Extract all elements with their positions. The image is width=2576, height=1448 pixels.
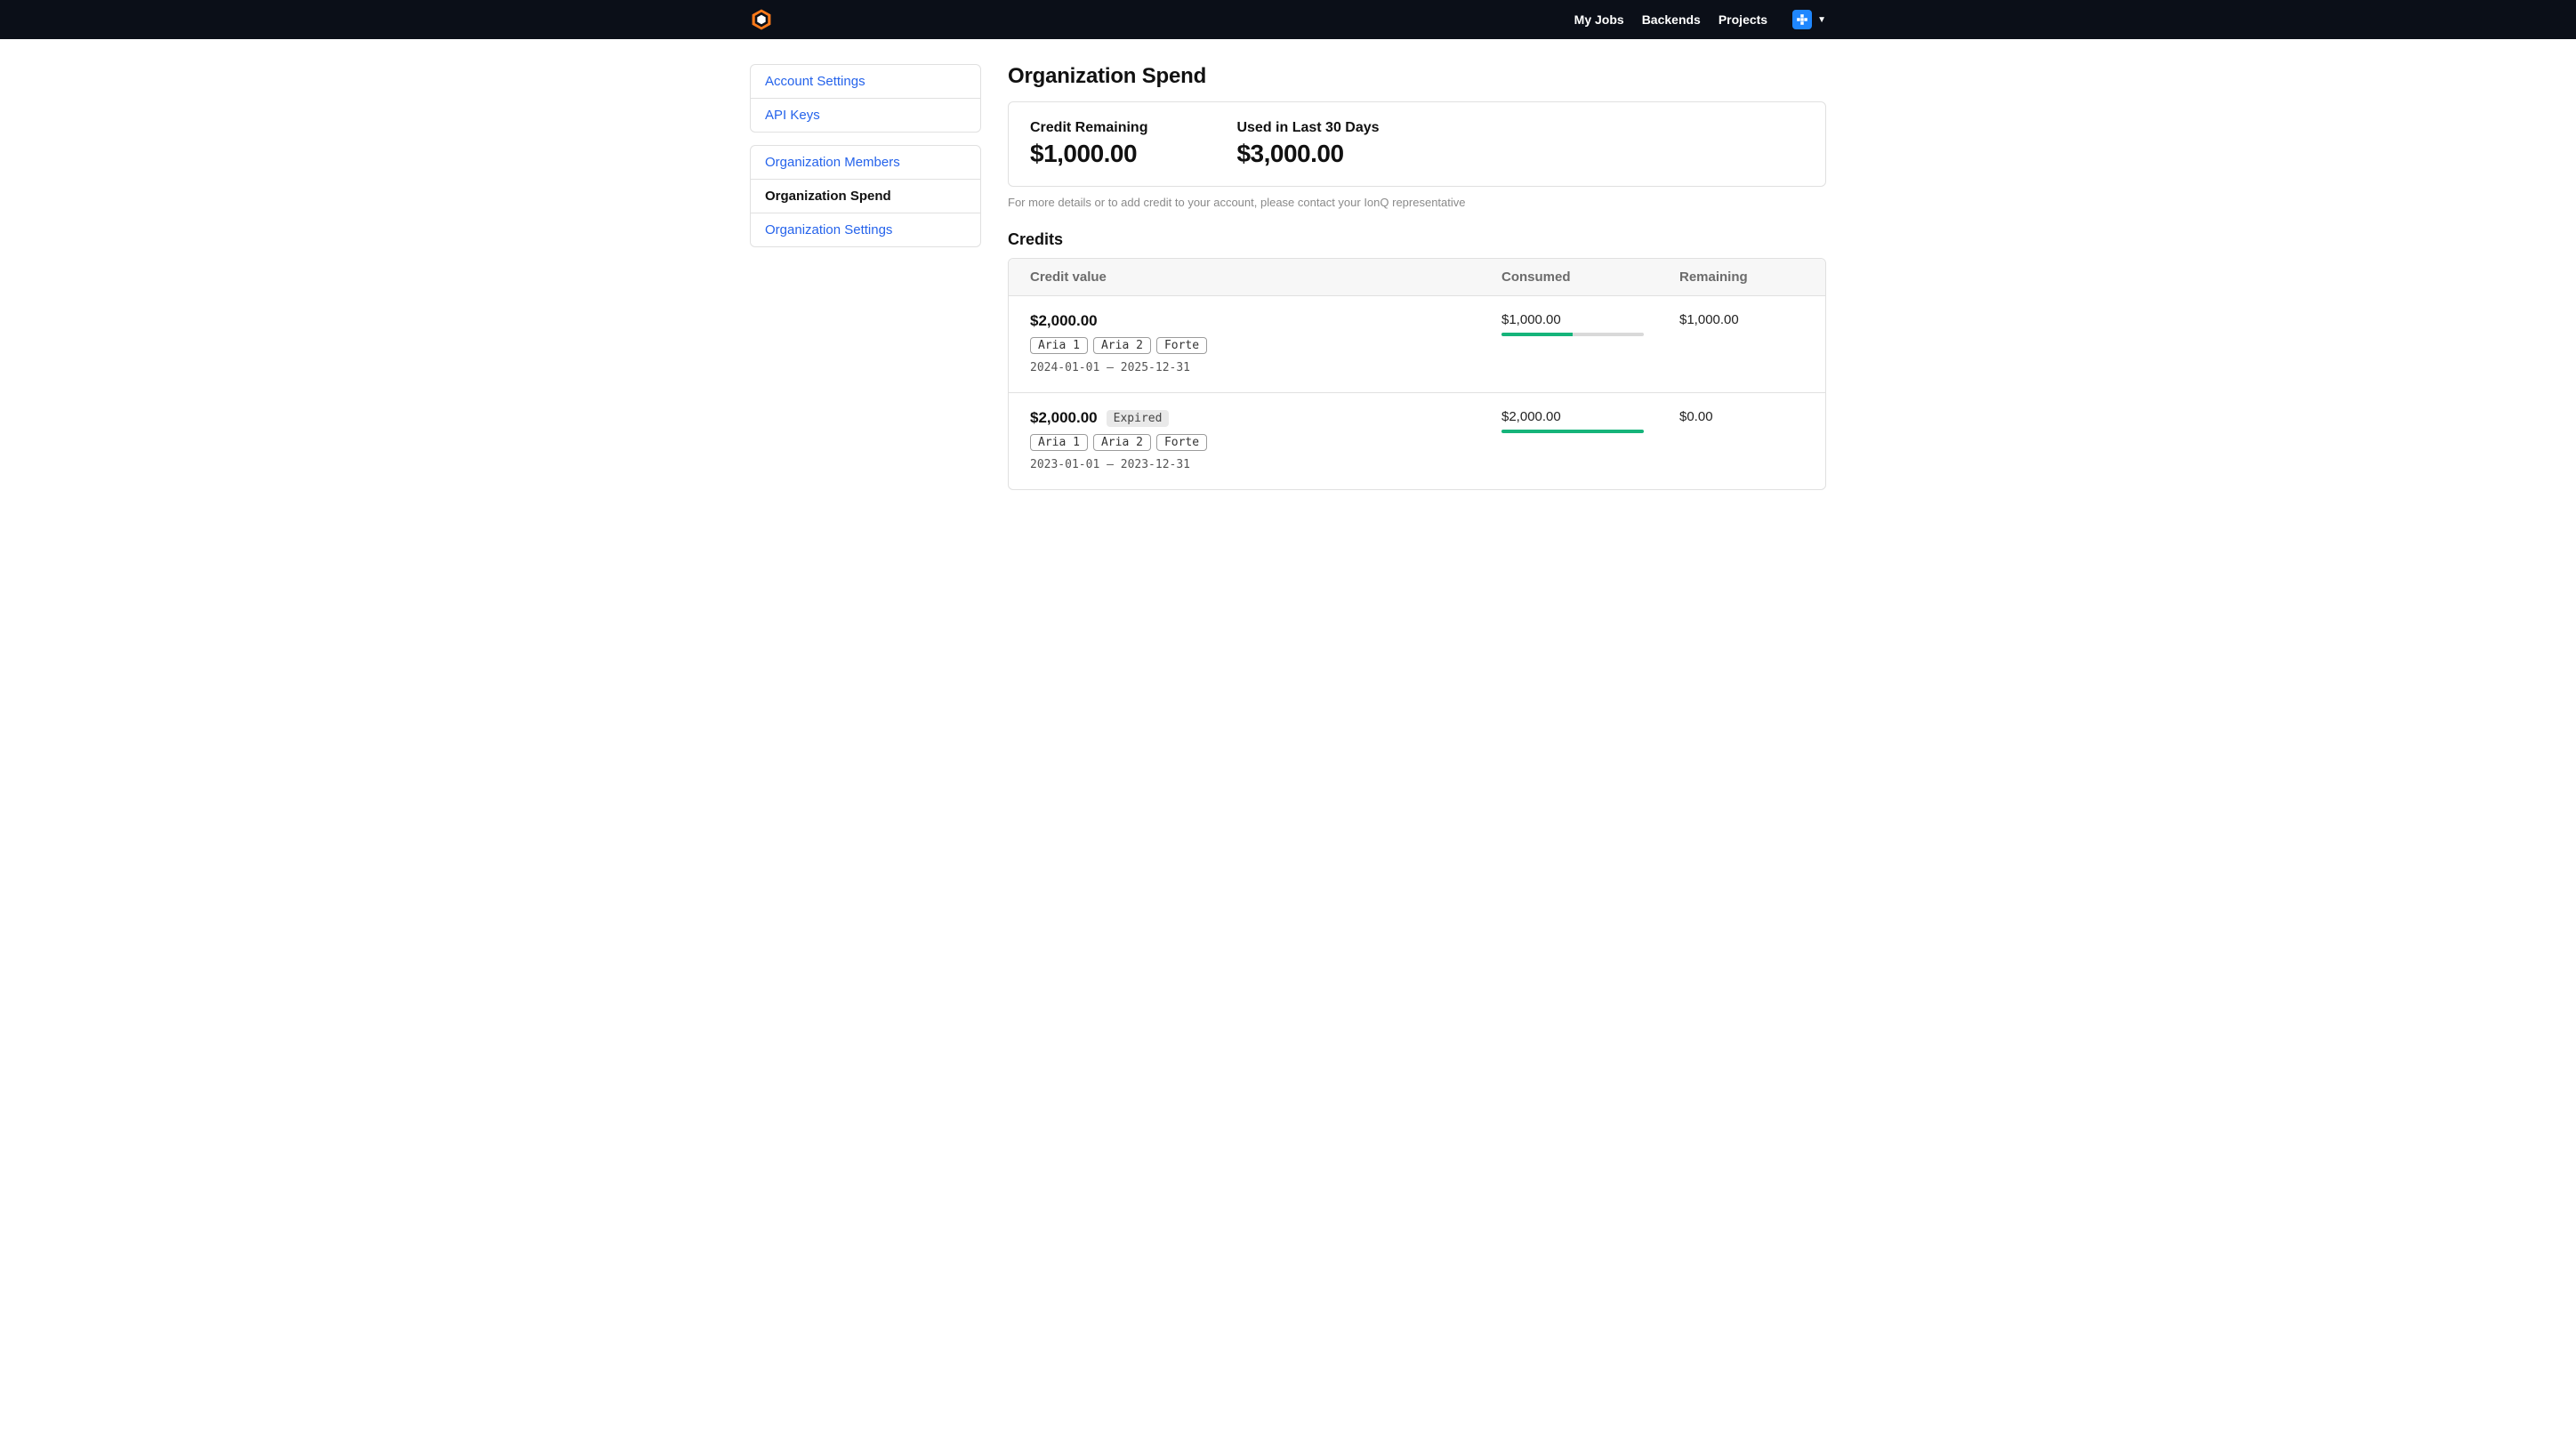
user-menu[interactable]: ▼ (1792, 10, 1826, 29)
page-title: Organization Spend (1008, 64, 1826, 89)
avatar-icon (1792, 10, 1812, 29)
credit-remaining-value: $1,000.00 (1030, 140, 1147, 168)
nav-projects[interactable]: Projects (1719, 12, 1767, 27)
credit-remaining-block: Credit Remaining $1,000.00 (1030, 120, 1147, 168)
consumed-cell: $2,000.00 (1501, 409, 1679, 433)
credit-row: $2,000.00 Aria 1 Aria 2 Forte 2024-01-01… (1009, 296, 1825, 393)
nav-my-jobs[interactable]: My Jobs (1574, 12, 1624, 27)
helper-text: For more details or to add credit to you… (1008, 196, 1826, 209)
system-tag: Forte (1156, 434, 1207, 451)
top-navbar: My Jobs Backends Projects ▼ (0, 0, 2576, 39)
main-content: Organization Spend Credit Remaining $1,0… (1008, 64, 1826, 490)
consumed-progress-bar (1501, 333, 1573, 336)
credit-value-cell: $2,000.00 Aria 1 Aria 2 Forte 2024-01-01… (1030, 312, 1501, 374)
col-consumed: Consumed (1501, 269, 1679, 285)
system-tag: Aria 2 (1093, 337, 1151, 354)
col-remaining: Remaining (1679, 269, 1804, 285)
expired-badge: Expired (1107, 410, 1170, 427)
sidebar-item-org-spend[interactable]: Organization Spend (751, 180, 980, 213)
sidebar-item-org-settings[interactable]: Organization Settings (751, 213, 980, 246)
sidebar-item-org-members[interactable]: Organization Members (751, 146, 980, 180)
nav-backends[interactable]: Backends (1642, 12, 1701, 27)
credits-table-header: Credit value Consumed Remaining (1009, 259, 1825, 296)
credits-section-title: Credits (1008, 230, 1826, 249)
used-30d-label: Used in Last 30 Days (1236, 120, 1379, 136)
chevron-down-icon: ▼ (1817, 15, 1826, 25)
credit-date-range: 2023-01-01 – 2023-12-31 (1030, 458, 1501, 471)
sidebar-item-api-keys[interactable]: API Keys (751, 99, 980, 132)
remaining-cell: $1,000.00 (1679, 312, 1804, 333)
system-tags: Aria 1 Aria 2 Forte (1030, 337, 1501, 354)
consumed-progress (1501, 333, 1644, 336)
credit-value-cell: $2,000.00 Expired Aria 1 Aria 2 Forte 20… (1030, 409, 1501, 471)
consumed-amount: $1,000.00 (1501, 312, 1679, 327)
credit-row: $2,000.00 Expired Aria 1 Aria 2 Forte 20… (1009, 393, 1825, 489)
sidebar-item-account-settings[interactable]: Account Settings (751, 65, 980, 99)
used-30d-value: $3,000.00 (1236, 140, 1379, 168)
system-tag: Aria 1 (1030, 337, 1088, 354)
logo-icon (750, 8, 773, 31)
consumed-amount: $2,000.00 (1501, 409, 1679, 424)
consumed-progress-bar (1501, 430, 1644, 433)
consumed-cell: $1,000.00 (1501, 312, 1679, 336)
spend-summary-card: Credit Remaining $1,000.00 Used in Last … (1008, 101, 1826, 187)
col-credit-value: Credit value (1030, 269, 1501, 285)
consumed-progress (1501, 430, 1644, 433)
system-tags: Aria 1 Aria 2 Forte (1030, 434, 1501, 451)
sidebar-group-organization: Organization Members Organization Spend … (750, 145, 981, 247)
settings-sidebar: Account Settings API Keys Organization M… (750, 64, 981, 490)
system-tag: Aria 1 (1030, 434, 1088, 451)
credit-remaining-label: Credit Remaining (1030, 120, 1147, 136)
credit-amount: $2,000.00 (1030, 409, 1098, 427)
logo[interactable] (750, 8, 773, 31)
credit-amount: $2,000.00 (1030, 312, 1098, 330)
credits-table: Credit value Consumed Remaining $2,000.0… (1008, 258, 1826, 490)
remaining-amount: $1,000.00 (1679, 312, 1804, 327)
sidebar-group-account: Account Settings API Keys (750, 64, 981, 133)
remaining-cell: $0.00 (1679, 409, 1804, 430)
credit-date-range: 2024-01-01 – 2025-12-31 (1030, 361, 1501, 374)
system-tag: Aria 2 (1093, 434, 1151, 451)
system-tag: Forte (1156, 337, 1207, 354)
used-30d-block: Used in Last 30 Days $3,000.00 (1236, 120, 1379, 168)
remaining-amount: $0.00 (1679, 409, 1804, 424)
